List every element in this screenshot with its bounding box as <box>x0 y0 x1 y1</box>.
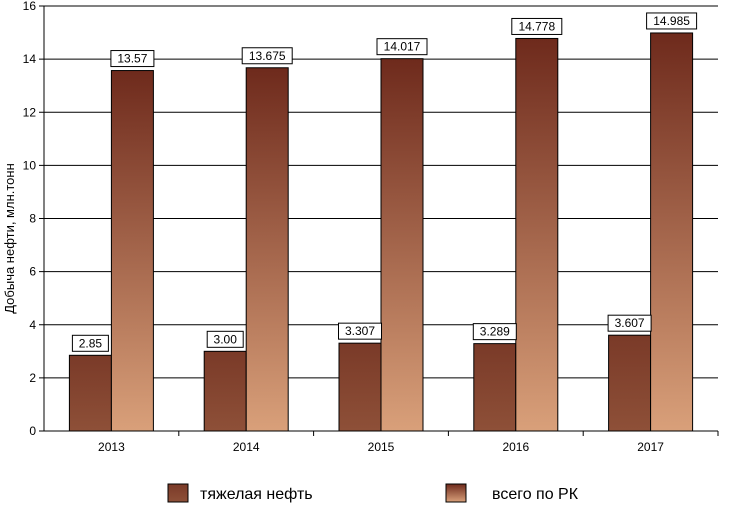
legend-label-heavy-oil: тяжелая нефть <box>200 486 313 503</box>
legend: тяжелая нефть всего по РК <box>167 483 579 503</box>
bar-total <box>515 37 559 432</box>
bar-total <box>245 67 289 432</box>
data-label-box <box>110 50 155 68</box>
x-tick-label: 2017 <box>637 440 664 454</box>
bar-heavy-oil <box>338 342 382 432</box>
y-tick-label: 2 <box>29 371 36 385</box>
y-tick-label: 6 <box>29 265 36 279</box>
legend-label-total: всего по РК <box>492 486 579 503</box>
data-label-box <box>206 330 244 348</box>
data-label: 2.85 <box>79 336 103 350</box>
x-tick-label: 2016 <box>502 440 529 454</box>
bar-total <box>110 70 154 432</box>
y-tick-label: 8 <box>29 212 36 226</box>
data-label-box <box>511 17 563 35</box>
data-label-box <box>338 322 382 340</box>
data-label: 3.00 <box>214 332 238 346</box>
y-axis-ticks: 0 2 4 6 8 10 12 14 16 <box>23 0 44 438</box>
y-tick-label: 4 <box>29 318 36 332</box>
data-label: 13.57 <box>117 52 147 66</box>
data-label: 3.289 <box>480 325 510 339</box>
data-label-box <box>376 38 428 56</box>
data-label: 14.017 <box>384 40 421 54</box>
data-label-box <box>472 323 517 341</box>
data-label-box <box>241 47 293 65</box>
x-tick-label: 2013 <box>98 440 125 454</box>
bar-heavy-oil <box>608 334 652 432</box>
bar-heavy-oil <box>473 343 517 432</box>
data-label: 14.985 <box>653 14 690 28</box>
y-tick-label: 12 <box>23 105 37 119</box>
x-tick-label: 2014 <box>233 440 260 454</box>
data-label: 3.307 <box>345 324 375 338</box>
data-label: 13.675 <box>249 49 286 63</box>
data-label-box <box>646 12 698 30</box>
y-tick-label: 16 <box>23 0 37 13</box>
data-labels: 2.85 13.57 3.00 13.675 3.307 14.017 3.289 14.77… <box>71 12 698 352</box>
y-tick-label: 14 <box>23 52 37 66</box>
data-label-box <box>607 314 652 332</box>
bar-total <box>380 58 424 432</box>
legend-swatch-heavy-oil <box>167 483 189 503</box>
y-tick-label: 10 <box>23 158 37 172</box>
bar-total <box>650 32 694 432</box>
x-axis-ticks: 2013 2014 2015 2016 2017 <box>98 431 719 454</box>
y-tick-label: 0 <box>29 424 36 438</box>
y-axis-label: Добыча нефти, млн.тонн <box>2 163 17 314</box>
data-label: 14.778 <box>518 19 555 33</box>
bars <box>68 32 694 432</box>
data-label-box <box>71 334 109 352</box>
data-label: 3.607 <box>615 316 645 330</box>
bar-heavy-oil <box>68 354 112 432</box>
x-tick-label: 2015 <box>368 440 395 454</box>
bar-heavy-oil <box>203 350 247 432</box>
legend-swatch-total <box>445 483 467 503</box>
